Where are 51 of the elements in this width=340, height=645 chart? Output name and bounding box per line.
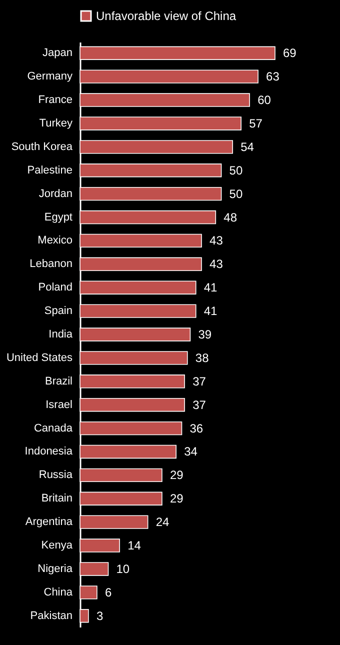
y-tick-label: Britain <box>41 492 72 505</box>
data-label: 14 <box>128 538 142 553</box>
data-label: 10 <box>116 562 130 576</box>
data-label: 50 <box>229 186 243 201</box>
data-label: 37 <box>192 398 206 412</box>
data-label: 63 <box>266 70 280 84</box>
data-label: 37 <box>192 374 206 388</box>
y-tick-label: Egypt <box>44 211 72 224</box>
legend-label: Unfavorable view of China <box>96 9 236 23</box>
y-tick-label: Argentina <box>25 516 74 528</box>
y-tick-label: South Korea <box>11 140 74 153</box>
y-tick-label: Poland <box>38 282 72 294</box>
y-tick-label: Palestine <box>27 164 72 176</box>
y-tick-label: China <box>44 586 74 598</box>
y-tick-label: Turkey <box>39 117 73 130</box>
data-label: 54 <box>240 140 254 154</box>
y-tick-label: France <box>38 94 72 106</box>
data-label: 41 <box>204 304 218 318</box>
data-label: 29 <box>170 492 184 506</box>
y-tick-label: Mexico <box>38 234 72 247</box>
y-tick-label: Kenya <box>41 540 74 552</box>
y-tick-label: India <box>48 328 74 340</box>
data-label: 41 <box>204 280 218 295</box>
data-label: 6 <box>104 585 112 600</box>
data-label: 34 <box>184 444 198 459</box>
data-label: 69 <box>283 46 297 60</box>
data-label: 48 <box>224 210 238 224</box>
y-tick-label: Pakistan <box>30 610 72 622</box>
y-tick-label: Lebanon <box>30 258 72 270</box>
data-label: 39 <box>198 328 212 342</box>
y-tick-label: Japan <box>42 47 72 60</box>
y-tick-label: Jordan <box>38 188 72 200</box>
y-tick-label: Spain <box>44 305 72 318</box>
data-label: 57 <box>249 116 263 130</box>
data-label: 38 <box>195 350 210 365</box>
y-tick-label: Indonesia <box>24 446 74 458</box>
data-label: 60 <box>258 93 272 108</box>
data-label: 24 <box>156 515 170 530</box>
data-label: 3 <box>96 608 104 623</box>
y-tick-label: Brazil <box>44 375 72 388</box>
data-label: 50 <box>229 163 243 178</box>
y-tick-label: Russia <box>38 469 74 482</box>
y-tick-label: Germany <box>27 70 73 83</box>
data-label: 43 <box>210 234 224 248</box>
y-tick-label: Canada <box>34 422 74 434</box>
y-tick-label: Israel <box>46 398 72 411</box>
data-label: 43 <box>210 257 224 272</box>
data-label: 36 <box>190 421 204 436</box>
y-tick-label: United States <box>6 352 73 364</box>
data-label: 29 <box>170 468 184 482</box>
y-tick-label: Nigeria <box>38 562 74 575</box>
